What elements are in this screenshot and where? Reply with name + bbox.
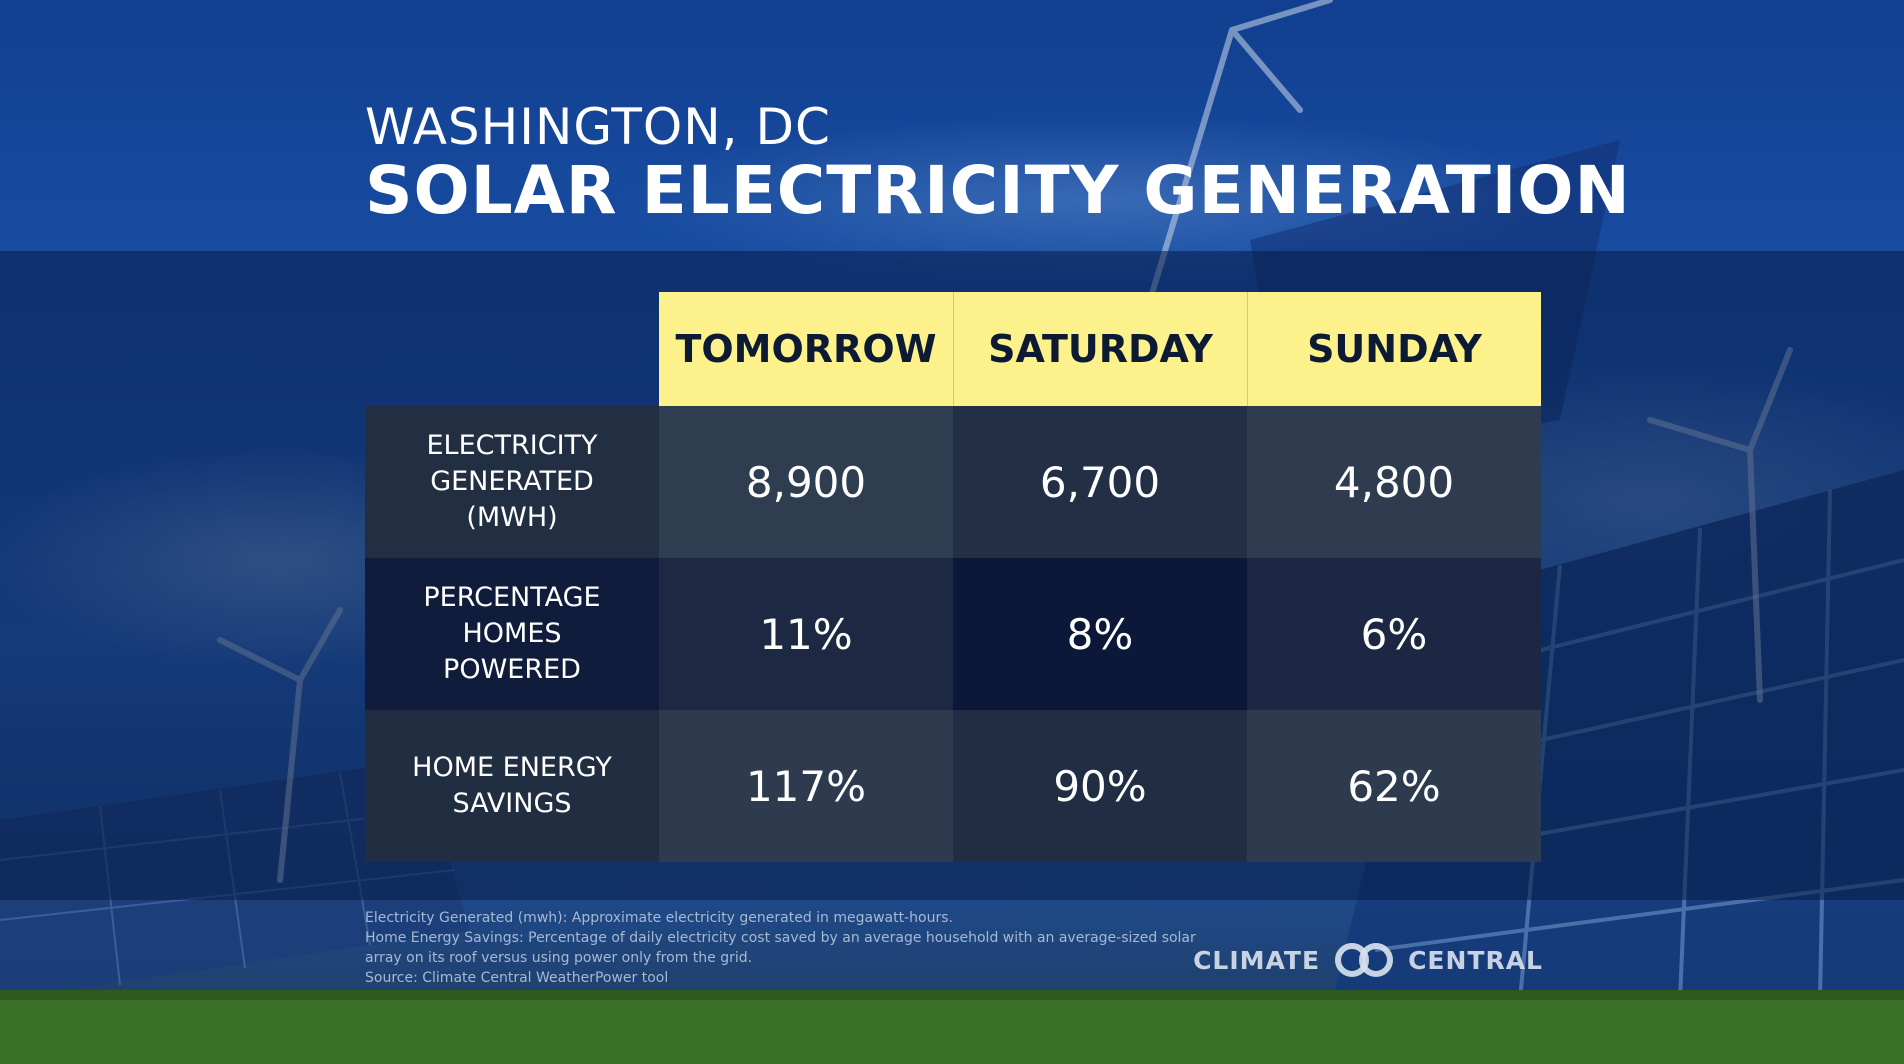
row-label-line: ELECTRICITY (426, 430, 598, 461)
city-title: WASHINGTON, DC (365, 98, 831, 156)
interlocking-rings-icon (1335, 943, 1394, 977)
footnote-line: Home Energy Savings: Percentage of daily… (365, 930, 1196, 946)
footnote-line: Electricity Generated (mwh): Approximate… (365, 910, 953, 926)
footnote-line: array on its roof versus using power onl… (365, 950, 753, 966)
row-label-percentage-homes-powered: PERCENTAGE HOMES POWERED (365, 558, 659, 710)
table-cell: 8,900 (659, 406, 953, 558)
row-label-line: HOMES (462, 618, 562, 649)
table-cell: 6% (1247, 558, 1541, 710)
table-cell: 4,800 (1247, 406, 1541, 558)
row-label-home-energy-savings: HOME ENERGY SAVINGS (365, 710, 659, 862)
row-label-line: SAVINGS (452, 788, 572, 819)
row-label-line: POWERED (443, 654, 581, 685)
table-cell: 11% (659, 558, 953, 710)
row-label-line: (MWH) (466, 502, 558, 533)
column-header-sunday: SUNDAY (1247, 292, 1541, 406)
row-label-line: GENERATED (430, 466, 594, 497)
table-cell: 6,700 (953, 406, 1247, 558)
footnote-line: Source: Climate Central WeatherPower too… (365, 970, 669, 986)
table-cell: 8% (953, 558, 1247, 710)
table-header-row: TOMORROW SATURDAY SUNDAY (659, 292, 1543, 406)
column-header-saturday: SATURDAY (953, 292, 1247, 406)
row-label-electricity-generated: ELECTRICITY GENERATED (MWH) (365, 406, 659, 558)
table-row: PERCENTAGE HOMES POWERED 11% 8% 6% (365, 558, 1543, 710)
logo-text-right: CENTRAL (1408, 945, 1543, 975)
footnotes: Electricity Generated (mwh): Approximate… (365, 908, 1215, 988)
row-label-line: PERCENTAGE (423, 582, 601, 613)
climate-central-logo: CLIMATE CENTRAL (1193, 940, 1543, 980)
table-cell: 62% (1247, 710, 1541, 862)
logo-text-left: CLIMATE (1193, 945, 1321, 975)
table-row: ELECTRICITY GENERATED (MWH) 8,900 6,700 … (365, 406, 1543, 558)
page-title: SOLAR ELECTRICITY GENERATION (365, 152, 1631, 229)
row-label-line: HOME ENERGY (412, 752, 612, 783)
table-cell: 90% (953, 710, 1247, 862)
table-cell: 117% (659, 710, 953, 862)
table-row: HOME ENERGY SAVINGS 117% 90% 62% (365, 710, 1543, 862)
column-header-tomorrow: TOMORROW (659, 292, 953, 406)
forecast-table: TOMORROW SATURDAY SUNDAY ELECTRICITY GEN… (365, 292, 1543, 862)
